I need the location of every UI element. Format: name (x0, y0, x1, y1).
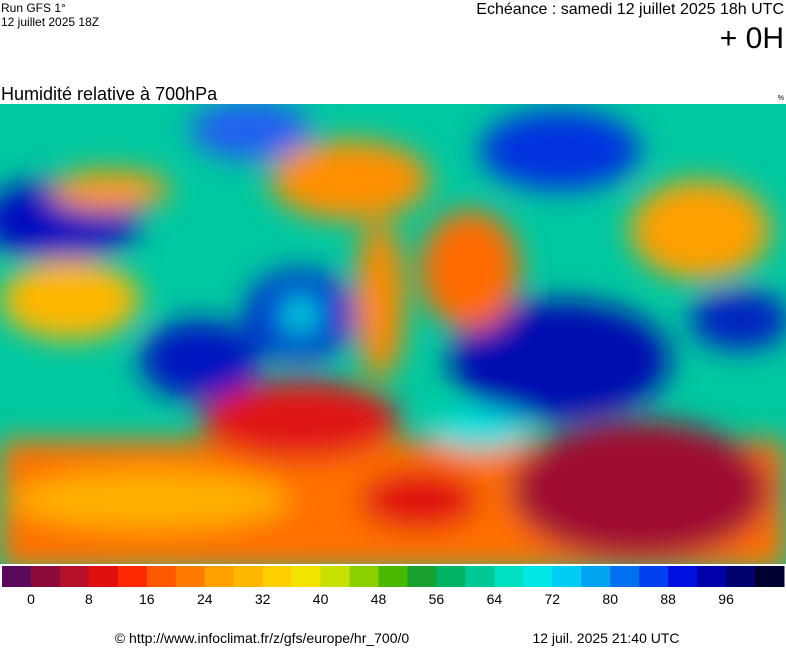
source: © http://www.infoclimat.fr/z/gfs/europe/… (115, 630, 410, 646)
colorbar-swatch (320, 566, 351, 587)
colorbar-swatch (668, 566, 698, 587)
colorbar-tick-label: 8 (85, 591, 93, 607)
colorbar-swatch (349, 566, 380, 587)
run-label: Run GFS 1° (1, 1, 66, 15)
colorbar-swatch (436, 566, 466, 587)
colorbar-tick-label: 48 (371, 591, 387, 607)
generated-time: 12 juil. 2025 21:40 UTC (532, 630, 679, 646)
forecast: Echéance : samedi 12 juillet 2025 18h UT… (476, 1, 784, 18)
colorbar-swatch (552, 566, 582, 587)
colorbar-swatch (697, 566, 727, 587)
lead-time: + 0H (720, 22, 784, 55)
run-date: 12 juillet 2025 18Z (1, 15, 99, 29)
colorbar-swatch (465, 566, 495, 587)
colorbar-swatch (581, 566, 611, 587)
colorbar-tick-label: 24 (197, 591, 213, 607)
unit: % (778, 95, 784, 102)
colorbar-tick-label: 80 (602, 591, 618, 607)
colorbar-swatch (233, 566, 264, 587)
colorbar-swatch (726, 566, 756, 587)
colorbar-swatch (639, 566, 669, 587)
colorbar-swatch (204, 566, 235, 587)
colorbar-tick-label: 32 (255, 591, 271, 607)
colorbar-swatch (146, 566, 177, 587)
colorbar-swatch (262, 566, 293, 587)
colorbar-swatch (30, 566, 61, 587)
colorbar-swatch (175, 566, 206, 587)
colorbar-tick-label: 16 (139, 591, 155, 607)
colorbar-tick-label: 88 (660, 591, 676, 607)
colorbar-swatch (88, 566, 119, 587)
colorbar-swatch (378, 566, 408, 587)
humidity-map (0, 104, 786, 564)
colorbar-tick-label: 96 (718, 591, 734, 607)
colorbar-swatch (494, 566, 524, 587)
colorbar-swatch (59, 566, 90, 587)
colorbar: 0 8 16 24 32 40 48 56 64 72 80 88 96 (2, 566, 785, 607)
colorbar-tick-label: 56 (429, 591, 445, 607)
colorbar-tick-label: 0 (27, 591, 35, 607)
colorbar-tick-label: 40 (313, 591, 329, 607)
colorbar-tick-label: 72 (545, 591, 561, 607)
colorbar-swatch (407, 566, 437, 587)
colorbar-swatch (523, 566, 553, 587)
colorbar-swatch (2, 566, 32, 587)
colorbar-swatch (755, 566, 785, 587)
colorbar-swatch (291, 566, 322, 587)
colorbar-swatch (117, 566, 148, 587)
map-title: Humidité relative à 700hPa (1, 84, 218, 104)
colorbar-tick-label: 64 (487, 591, 503, 607)
colorbar-swatch (610, 566, 640, 587)
